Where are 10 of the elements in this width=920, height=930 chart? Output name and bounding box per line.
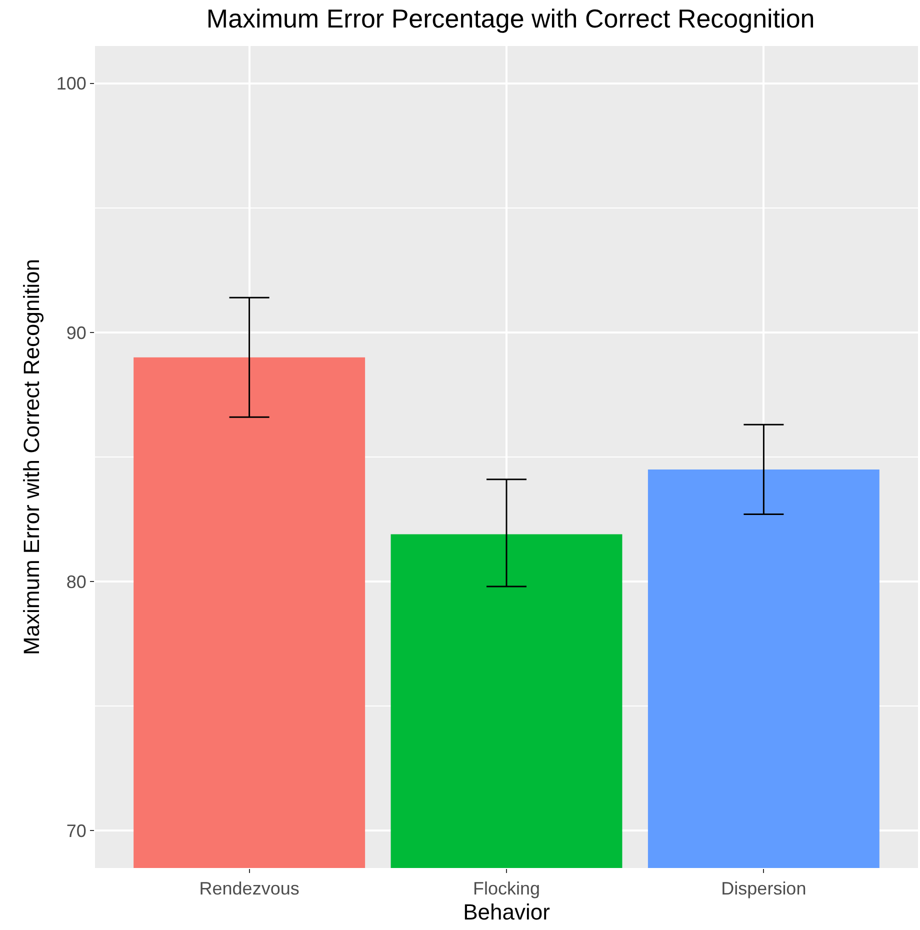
y-axis-title: Maximum Error with Correct Recognition xyxy=(19,258,44,656)
x-tick-label: Flocking xyxy=(472,878,540,899)
x-tick-label: Dispersion xyxy=(721,878,806,899)
y-tick-label: 80 xyxy=(66,572,86,592)
y-tick-label: 70 xyxy=(66,820,86,841)
x-tick-label: Rendezvous xyxy=(199,878,300,899)
chart-title: Maximum Error Percentage with Correct Recognition xyxy=(206,4,815,34)
y-tick-label: 100 xyxy=(56,74,86,94)
x-axis-title: Behavior xyxy=(463,900,550,924)
y-tick-label: 90 xyxy=(66,322,86,343)
